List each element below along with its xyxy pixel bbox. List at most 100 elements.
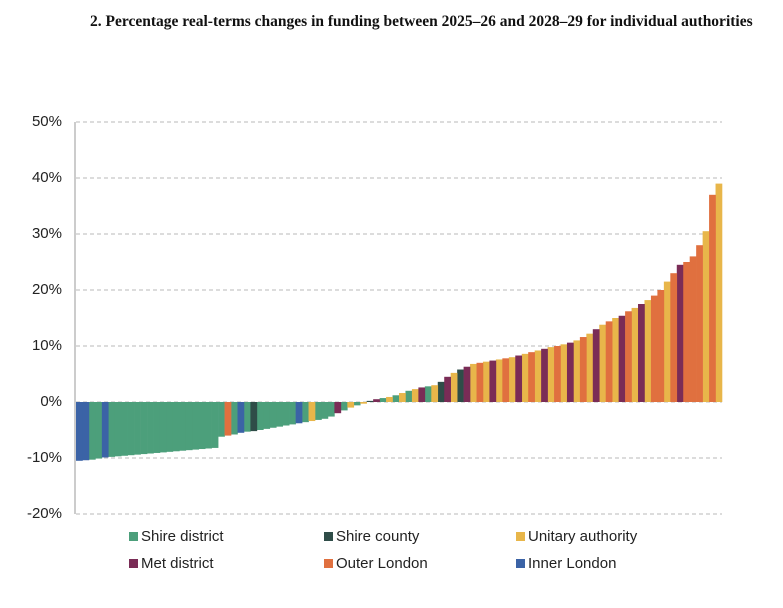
bar [528,352,535,402]
bar [534,350,542,402]
bar [140,402,148,455]
bar [683,262,690,402]
bar [205,402,212,449]
bar [392,395,400,402]
bar [431,385,439,402]
y-tick-label: 30% [32,225,62,242]
bar [308,402,316,422]
bar [231,402,238,435]
legend-label: Outer London [336,555,428,572]
bar [360,402,367,404]
bar [696,245,703,402]
bar [179,402,187,451]
bar [689,256,697,402]
bar [159,402,167,453]
bar [450,372,458,402]
bar [418,387,426,402]
bar [256,402,264,430]
bar [276,402,284,427]
bar [605,321,613,402]
bar [237,402,245,433]
bar [444,376,451,402]
legend-label: Shire district [141,528,224,545]
y-tick-label: 0% [40,393,62,410]
y-tick-label: 10% [32,337,62,354]
bar [185,402,193,451]
bar [88,402,96,460]
bar [579,337,587,402]
bar [631,307,639,402]
bar [302,402,309,423]
bar [437,381,445,402]
bar [373,399,380,402]
y-tick-label: 50% [32,113,62,130]
bar [650,295,658,402]
bar [489,360,497,402]
legend-swatch [129,532,138,541]
bar [386,396,393,402]
bar [114,402,122,457]
bar [295,402,303,424]
bar [224,402,232,436]
bar [347,402,355,408]
bar [541,348,548,402]
bar [573,340,581,402]
bar [127,402,135,456]
bar [482,361,490,402]
bar [476,362,484,402]
legend-label: Unitary authority [528,528,638,545]
bar [638,304,645,402]
bar [282,402,290,426]
bar [657,290,665,402]
bar [76,402,83,461]
bar [411,389,419,402]
legend-label: Met district [141,555,214,572]
bar [121,402,128,456]
bar [198,402,206,450]
bar [618,315,626,402]
bar [269,402,277,428]
bar [95,402,103,459]
bar [108,402,116,457]
bar [612,318,619,402]
y-tick-label: 20% [32,281,62,298]
bar [599,324,607,402]
bar [709,194,716,402]
bar [211,402,219,448]
bar [502,358,510,402]
bar [153,402,161,453]
bar [644,300,652,402]
bar [592,329,600,402]
bar [470,363,477,402]
legend-label: Shire county [336,528,420,545]
bar [134,402,141,455]
bar [566,342,574,402]
bar [263,402,271,429]
bar [399,393,406,402]
bar [521,353,529,402]
bar [321,402,329,419]
legend-swatch [129,559,138,568]
bar [715,183,723,402]
bar [101,402,109,458]
chart-title: 2. Percentage real-terms changes in fund… [90,13,753,30]
bar [670,273,678,402]
legend-swatch [324,532,333,541]
bar [340,402,348,411]
bar [147,402,154,454]
bar [424,386,432,402]
bar [547,347,555,402]
bar [457,369,464,402]
bar [586,333,594,402]
legend-swatch [516,559,525,568]
bar [166,402,174,452]
bar [353,402,361,406]
bar [289,402,296,425]
y-tick-label: -10% [27,449,62,466]
bar [495,359,503,402]
bar [218,402,225,437]
bar [172,402,180,452]
bar [192,402,200,450]
bar [379,398,387,402]
bar [508,357,516,402]
